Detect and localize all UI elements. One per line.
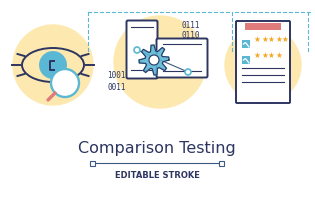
Circle shape	[134, 47, 140, 53]
Text: ★: ★	[261, 51, 268, 60]
FancyBboxPatch shape	[157, 38, 208, 77]
Text: Comparison Testing: Comparison Testing	[78, 140, 236, 156]
Text: ★: ★	[268, 35, 275, 44]
Circle shape	[13, 25, 93, 105]
FancyBboxPatch shape	[127, 21, 158, 78]
Bar	[90, 161, 95, 166]
Circle shape	[149, 55, 159, 65]
Circle shape	[40, 52, 66, 78]
Text: ★: ★	[275, 51, 282, 60]
Text: 0011: 0011	[107, 83, 125, 92]
Text: ★: ★	[275, 35, 282, 44]
FancyBboxPatch shape	[236, 21, 290, 103]
Text: ★: ★	[254, 51, 261, 60]
Circle shape	[114, 16, 206, 108]
Bar	[242, 40, 250, 48]
Circle shape	[185, 69, 191, 75]
Bar	[242, 56, 250, 64]
Text: ★: ★	[282, 35, 289, 44]
Text: 1001: 1001	[107, 71, 125, 80]
Text: ★: ★	[254, 35, 261, 44]
Circle shape	[225, 27, 301, 103]
Circle shape	[51, 69, 79, 97]
Bar	[219, 161, 224, 166]
Text: 0110: 0110	[182, 31, 201, 40]
Bar	[245, 23, 281, 30]
Text: ★: ★	[268, 51, 275, 60]
Polygon shape	[139, 45, 169, 75]
Text: ★: ★	[261, 35, 268, 44]
Text: EDITABLE STROKE: EDITABLE STROKE	[115, 170, 199, 180]
Text: 0111: 0111	[182, 21, 201, 30]
